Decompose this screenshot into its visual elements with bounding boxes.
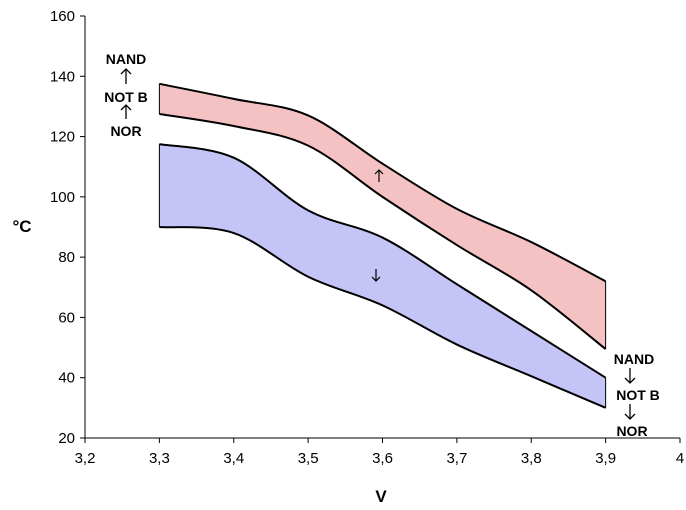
x-tick-label: 4 [676, 450, 684, 467]
annotation-right-arrow-down-icon [624, 368, 636, 384]
y-tick-label: 100 [50, 189, 75, 206]
x-tick-label: 3,8 [521, 450, 542, 467]
x-tick-label: 3,5 [298, 450, 319, 467]
annotation-right-not-b: NOT B [616, 387, 660, 403]
annotation-right: NAND NOT B NOR [614, 351, 660, 439]
x-tick-label: 3,9 [595, 450, 616, 467]
x-axis-title: V [375, 487, 387, 506]
annotation-left-arrow-up-icon [120, 104, 132, 119]
annotation-right-arrow-down-icon [624, 404, 636, 420]
annotation-left: NAND NOT B NOR [104, 51, 148, 139]
upper-band-upper-line [159, 82, 607, 283]
y-tick-label: 20 [58, 430, 75, 447]
y-tick-label: 80 [58, 249, 75, 266]
y-axis-title: °C [12, 217, 31, 236]
x-ticks: 3,2 3,3 3,4 3,5 3,6 3,7 3,8 3,9 4 [75, 438, 684, 467]
annotation-left-nand: NAND [106, 51, 146, 67]
y-tick-label: 40 [58, 370, 75, 387]
lower-band-lower-line [159, 226, 607, 409]
annotation-right-nor: NOR [616, 423, 647, 439]
x-tick-label: 3,2 [75, 450, 96, 467]
upper-band-arrow-up-icon [374, 169, 384, 182]
annotation-left-nor: NOR [110, 123, 141, 139]
bands [158, 82, 607, 409]
lower-band-upper-line [159, 143, 607, 379]
y-ticks: 20 40 60 80 100 120 140 160 [50, 8, 85, 447]
annotation-left-not-b: NOT B [104, 89, 148, 105]
y-tick-label: 140 [50, 68, 75, 85]
y-tick-label: 120 [50, 129, 75, 146]
x-tick-label: 3,3 [149, 450, 170, 467]
upper-band-area [159, 83, 606, 350]
x-tick-label: 3,4 [223, 450, 244, 467]
x-tick-label: 3,7 [446, 450, 467, 467]
y-tick-label: 60 [58, 309, 75, 326]
x-tick-label: 3,6 [372, 450, 393, 467]
lower-band-arrow-down-icon [371, 269, 381, 282]
annotation-right-nand: NAND [614, 351, 654, 367]
upper-band-lower-line [159, 112, 607, 350]
annotation-left-arrow-up-icon [120, 68, 132, 84]
y-tick-label: 160 [50, 8, 75, 25]
lower-band-area [159, 144, 606, 408]
